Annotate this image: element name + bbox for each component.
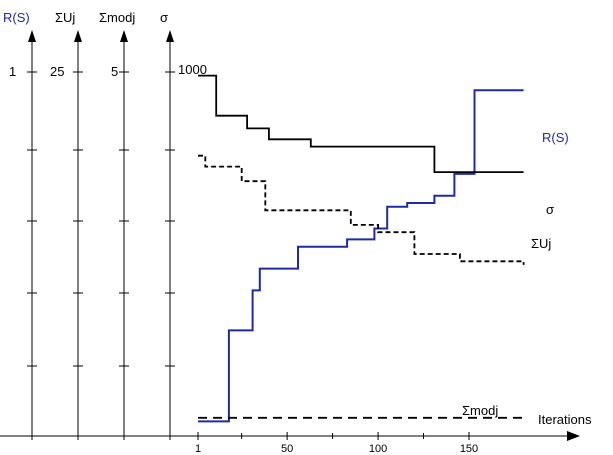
series-layer (198, 76, 524, 422)
axis-uj-arrow (74, 30, 82, 42)
x-tick-label: 1 (195, 443, 201, 455)
series-line-rs (198, 90, 524, 421)
axis-sigma-arrow (166, 30, 174, 42)
axis-rs-name: R(S) (3, 10, 30, 25)
axis-modj-arrow (120, 30, 128, 42)
axis-modj-name: Σmodj (99, 10, 135, 25)
y-tick-marks (27, 72, 175, 366)
axis-uj-name: ΣUj (55, 10, 75, 25)
x-tick-label: 50 (281, 443, 293, 455)
series-label-rs: R(S) (542, 130, 569, 145)
x-tick-label: 100 (369, 443, 387, 455)
x-axis (0, 431, 580, 441)
x-tick-marks: 1 50 100 150 (32, 432, 478, 455)
series-label-modj: Σmodj (462, 403, 498, 418)
axis-sigma-name: σ (160, 10, 168, 25)
x-axis-label: Iterations (538, 412, 592, 427)
vertical-axes (28, 30, 174, 436)
x-axis-arrow (567, 431, 580, 441)
axis-modj-top-label: 5 (111, 64, 118, 79)
series-label-uj: ΣUj (531, 236, 551, 251)
x-tick-label: 150 (460, 443, 478, 455)
axis-rs-top-label: 1 (9, 64, 16, 79)
series-label-sigma: σ (546, 202, 554, 217)
axis-uj-top-label: 25 (50, 64, 64, 79)
axis-rs-arrow (28, 30, 36, 42)
